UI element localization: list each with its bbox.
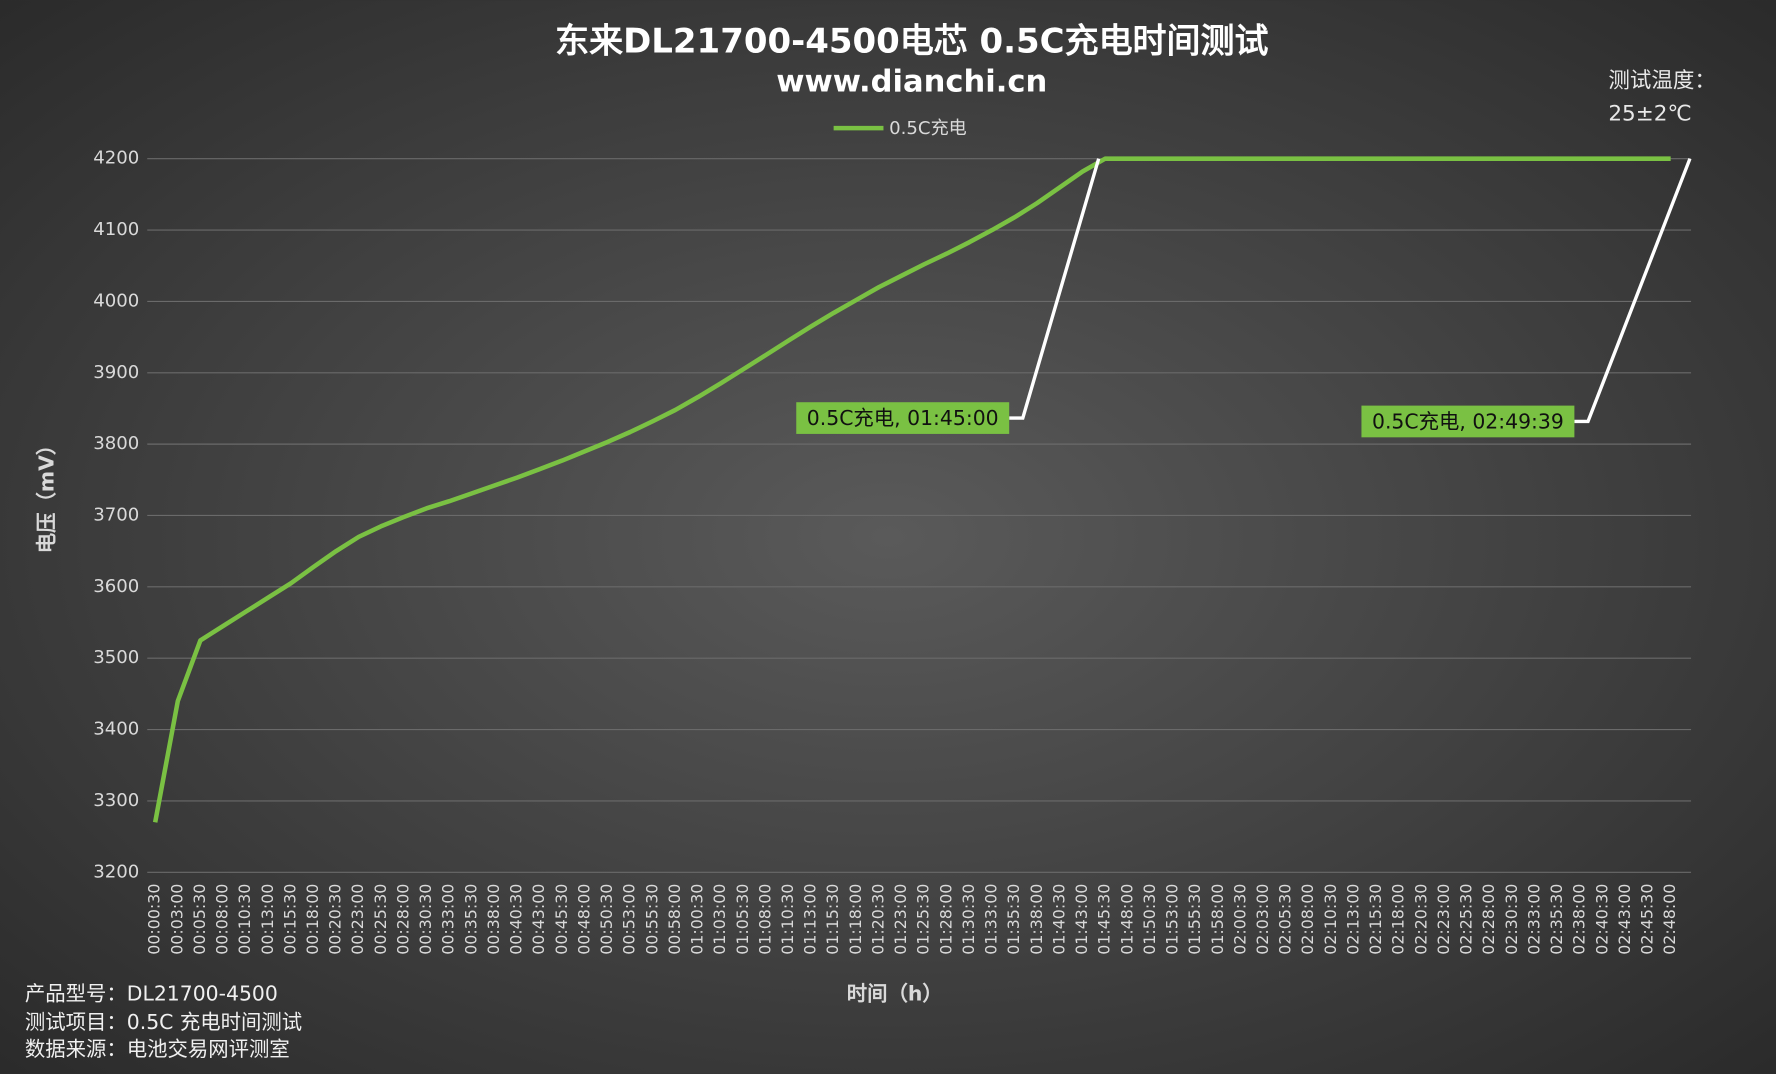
x-tick-label: 00:58:00: [665, 884, 684, 955]
x-tick-label: 00:35:30: [461, 884, 480, 955]
x-tick-label: 01:10:30: [778, 884, 797, 955]
x-tick-label: 01:43:00: [1072, 884, 1091, 955]
annotation-box: [796, 402, 1010, 434]
x-tick-label: 02:03:00: [1253, 884, 1272, 955]
legend-label: 0.5C充电: [889, 118, 967, 139]
x-tick-label: 02:08:00: [1298, 884, 1317, 955]
x-tick-label: 00:15:30: [280, 884, 299, 955]
x-tick-label: 01:05:30: [733, 884, 752, 955]
x-tick-label: 01:45:30: [1095, 884, 1114, 955]
x-tick-label: 00:48:00: [574, 884, 593, 955]
x-tick-label: 00:28:00: [393, 884, 412, 955]
x-tick-label: 01:53:00: [1163, 884, 1182, 955]
x-tick-label: 00:53:00: [620, 884, 639, 955]
x-tick-label: 02:48:00: [1660, 884, 1679, 955]
x-tick-label: 01:50:30: [1140, 884, 1159, 955]
x-tick-label: 01:20:30: [868, 884, 887, 955]
footer: 产品型号：DL21700-4500: [25, 982, 278, 1006]
x-tick-label: 00:25:30: [371, 884, 390, 955]
x-tick-label: 01:40:30: [1049, 884, 1068, 955]
x-tick-label: 01:35:30: [1004, 884, 1023, 955]
x-tick-label: 01:03:00: [710, 884, 729, 955]
x-tick-label: 01:58:00: [1208, 884, 1227, 955]
x-tick-label: 01:18:00: [846, 884, 865, 955]
note: 测试温度：: [1608, 69, 1716, 94]
x-tick-label: 01:00:30: [688, 884, 707, 955]
x-tick-label: 00:50:30: [597, 884, 616, 955]
x-tick-label: 00:18:00: [303, 884, 322, 955]
data-line: [152, 156, 1671, 823]
x-tick-label: 00:13:00: [258, 884, 277, 955]
y-tick-label: 3800: [93, 433, 139, 454]
x-tick-label: 01:13:00: [801, 884, 820, 955]
x-tick-label: 01:25:30: [914, 884, 933, 955]
y-tick-label: 3700: [93, 504, 139, 525]
x-tick-label: 00:08:00: [213, 884, 232, 955]
x-tick-label: 00:33:00: [439, 884, 458, 955]
annotation-box: [1361, 405, 1575, 438]
x-tick-label: 01:48:00: [1117, 884, 1136, 955]
x-tick-label: 01:08:00: [755, 884, 774, 955]
x-tick-label: 01:23:00: [891, 884, 910, 955]
annotation-leader: [1574, 158, 1692, 424]
x-tick-label: 00:45:30: [552, 884, 571, 955]
x-tick-label: 02:30:30: [1502, 884, 1521, 955]
x-tick-label: 00:10:30: [235, 884, 254, 955]
annotation-label: 0.5C充电, 01:45:00: [807, 406, 999, 430]
x-tick-label: 02:43:00: [1615, 884, 1634, 955]
y-tick-label: 3900: [93, 362, 139, 383]
x-tick-label: 00:20:30: [326, 884, 345, 955]
chart-subtitle: www.dianchi.cn: [776, 64, 1047, 99]
x-tick-label: 00:00:30: [145, 884, 164, 955]
footer: 数据来源：电池交易网评测室: [25, 1037, 290, 1061]
x-tick-label: 02:05:30: [1276, 884, 1295, 955]
y-tick-label: 3200: [93, 861, 139, 882]
x-tick-label: 02:00:30: [1230, 884, 1249, 955]
annotation-leader: [1009, 158, 1101, 420]
x-tick-label: 00:03:00: [167, 884, 186, 955]
y-tick-label: 3400: [93, 719, 139, 740]
x-tick-label: 02:35:30: [1547, 884, 1566, 955]
x-tick-label: 01:55:30: [1185, 884, 1204, 955]
footer: 测试项目：0.5C 充电时间测试: [25, 1010, 302, 1034]
x-tick-label: 01:15:30: [823, 884, 842, 955]
x-tick-label: 01:30:30: [959, 884, 978, 955]
x-tick-label: 02:38:00: [1570, 884, 1589, 955]
x-axis-label: 时间（h）: [847, 982, 943, 1006]
x-tick-label: 02:23:00: [1434, 884, 1453, 955]
y-tick-label: 3600: [93, 576, 139, 597]
x-tick-label: 00:30:30: [416, 884, 435, 955]
note: 25±2℃: [1608, 102, 1691, 127]
x-tick-label: 02:28:00: [1479, 884, 1498, 955]
x-tick-label: 02:18:00: [1389, 884, 1408, 955]
chart-title: 东来DL21700-4500电芯 0.5C充电时间测试: [555, 22, 1268, 62]
annotation-label: 0.5C充电, 02:49:39: [1372, 410, 1564, 434]
y-tick-label: 3300: [93, 790, 139, 811]
x-tick-label: 00:55:30: [642, 884, 661, 955]
x-tick-label: 00:23:00: [348, 884, 367, 955]
x-tick-label: 02:10:30: [1321, 884, 1340, 955]
x-tick-label: 00:43:00: [529, 884, 548, 955]
x-tick-label: 01:28:00: [936, 884, 955, 955]
x-tick-label: 02:25:30: [1457, 884, 1476, 955]
x-tick-label: 02:20:30: [1411, 884, 1430, 955]
x-tick-label: 00:38:00: [484, 884, 503, 955]
x-tick-label: 01:33:00: [982, 884, 1001, 955]
x-tick-label: 02:45:30: [1638, 884, 1657, 955]
y-axis-label: 电压（mV）: [35, 435, 59, 553]
x-tick-label: 02:40:30: [1592, 884, 1611, 955]
x-tick-label: 00:05:30: [190, 884, 209, 955]
x-tick-label: 02:33:00: [1524, 884, 1543, 955]
x-tick-label: 00:40:30: [507, 884, 526, 955]
y-tick-label: 4100: [93, 219, 139, 240]
x-tick-label: 01:38:00: [1027, 884, 1046, 955]
y-tick-label: 4000: [93, 290, 139, 311]
x-tick-label: 02:13:00: [1343, 884, 1362, 955]
x-tick-label: 02:15:30: [1366, 884, 1385, 955]
y-tick-label: 4200: [93, 148, 139, 169]
y-tick-label: 3500: [93, 647, 139, 668]
